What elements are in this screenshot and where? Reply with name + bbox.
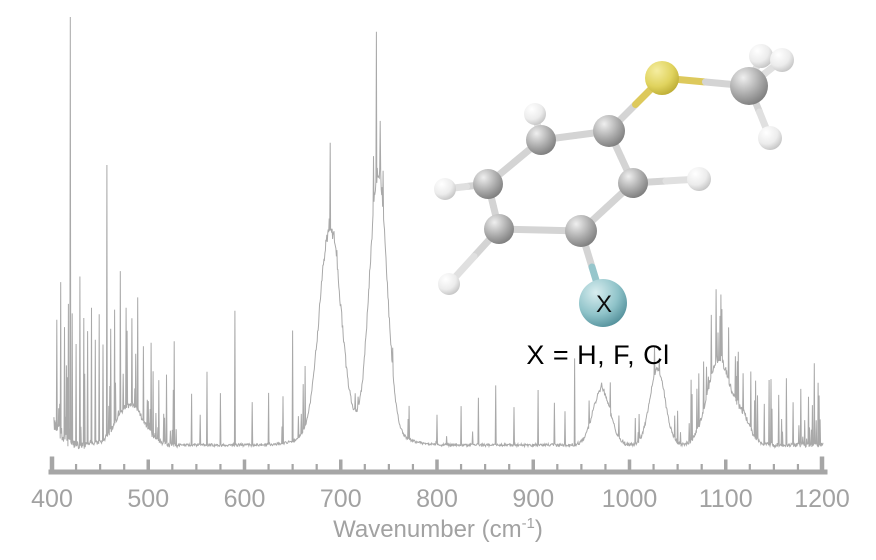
atom-sphere-c — [526, 125, 556, 155]
x-axis: 400 500 600 700 800 900 1000 1100 1200 — [31, 456, 850, 513]
x-axis-minor-tick — [796, 464, 800, 471]
x-axis-minor-tick — [195, 464, 198, 471]
atom-sphere-h — [770, 48, 794, 72]
x-axis-tick-label: 900 — [512, 485, 554, 513]
x-axis-minor-tick — [123, 464, 126, 471]
x-axis-minor-tick — [411, 464, 415, 471]
substituent-atom-label: X — [596, 291, 612, 318]
atom-sphere-c — [593, 115, 625, 147]
atom-sphere-s — [645, 61, 679, 95]
x-axis-minor-tick — [315, 464, 318, 471]
x-axis-minor-tick — [291, 464, 294, 471]
x-axis-major-tick — [339, 459, 343, 471]
atom-sphere-c — [730, 67, 768, 105]
atom-sphere-h — [687, 167, 711, 191]
x-axis-minor-tick — [219, 464, 222, 471]
x-axis-tick-label: 1200 — [794, 485, 850, 513]
substituent-caption: X = H, F, Cl — [526, 340, 670, 370]
atom-sphere-h — [758, 126, 782, 150]
x-axis-minor-tick — [387, 464, 390, 471]
x-axis-title-main: Wavenumber (cm — [333, 516, 522, 543]
atom-sphere-h — [434, 178, 456, 200]
x-axis-minor-tick — [676, 464, 679, 471]
x-axis-minor-tick — [604, 464, 607, 471]
x-axis-major-tick — [435, 459, 439, 471]
x-axis-minor-tick — [99, 464, 102, 471]
x-axis-minor-tick — [74, 464, 78, 471]
atom-sphere-h — [749, 44, 773, 68]
x-axis-minor-tick — [363, 464, 366, 471]
x-axis-tick-label: 800 — [416, 485, 458, 513]
x-axis-major-tick — [242, 459, 247, 471]
x-axis-title-superscript: -1 — [521, 515, 535, 532]
atom-sphere-c — [473, 169, 503, 199]
atom-sphere-h — [438, 273, 460, 295]
x-axis-tick-label: 1000 — [602, 485, 658, 513]
x-axis-title-close: ) — [534, 516, 543, 543]
x-axis-minor-tick — [508, 464, 511, 471]
x-axis-major-tick — [819, 456, 825, 471]
atom-sphere-c — [484, 214, 514, 244]
x-axis-minor-tick — [748, 464, 751, 471]
x-axis-tick-label: 400 — [31, 485, 73, 513]
x-axis-minor-tick — [556, 464, 559, 471]
x-axis-title: Wavenumber (cm-1) — [52, 515, 824, 544]
x-axis-minor-tick — [700, 464, 703, 471]
x-axis-major-tick — [627, 459, 632, 471]
molecule-model: X — [434, 44, 794, 327]
x-axis-tick-label: 1100 — [699, 485, 753, 513]
x-axis-minor-tick — [772, 464, 775, 471]
x-axis-major-tick — [724, 459, 728, 471]
x-axis-tick-label: 700 — [320, 485, 362, 513]
atom-sphere-c — [618, 168, 648, 198]
x-axis-tick-label: 600 — [224, 485, 266, 513]
x-axis-major-tick — [49, 456, 55, 471]
x-axis-tick-label: 500 — [127, 485, 169, 513]
spectrum-trace — [53, 16, 824, 450]
x-axis-minor-tick — [171, 464, 174, 471]
x-axis-major-tick — [531, 459, 535, 471]
x-axis-minor-tick — [459, 464, 463, 471]
atom-sphere-h — [524, 103, 546, 125]
x-axis-minor-tick — [267, 464, 270, 471]
x-axis-minor-tick — [484, 464, 487, 471]
atom-sphere-x — [579, 279, 627, 327]
x-axis-minor-tick — [652, 464, 655, 471]
atom-sphere-c — [565, 215, 597, 247]
x-axis-major-tick — [146, 459, 150, 471]
x-axis-minor-tick — [580, 464, 583, 471]
